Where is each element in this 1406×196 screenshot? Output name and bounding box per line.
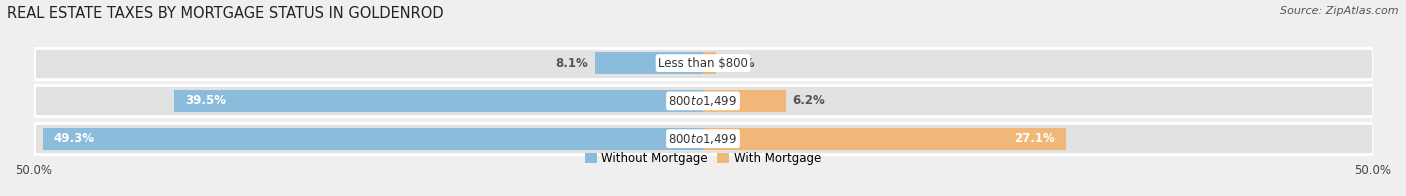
Text: $800 to $1,499: $800 to $1,499 [668, 132, 738, 146]
Text: 49.3%: 49.3% [53, 132, 94, 145]
Legend: Without Mortgage, With Mortgage: Without Mortgage, With Mortgage [585, 152, 821, 165]
Text: 1.0%: 1.0% [723, 57, 755, 70]
Text: 27.1%: 27.1% [1014, 132, 1054, 145]
Text: Source: ZipAtlas.com: Source: ZipAtlas.com [1281, 6, 1399, 16]
Text: 39.5%: 39.5% [184, 94, 226, 107]
Bar [42, 128, 703, 150]
Bar [595, 52, 703, 74]
Text: $800 to $1,499: $800 to $1,499 [668, 94, 738, 108]
Bar [703, 128, 1066, 150]
Bar [34, 123, 1372, 154]
Text: 8.1%: 8.1% [555, 57, 588, 70]
Bar [174, 90, 703, 112]
Bar [34, 85, 1372, 116]
Text: Less than $800: Less than $800 [658, 57, 748, 70]
Bar [34, 48, 1372, 79]
Text: REAL ESTATE TAXES BY MORTGAGE STATUS IN GOLDENROD: REAL ESTATE TAXES BY MORTGAGE STATUS IN … [7, 6, 444, 21]
Bar [703, 52, 717, 74]
Bar [703, 90, 786, 112]
Text: 6.2%: 6.2% [793, 94, 825, 107]
